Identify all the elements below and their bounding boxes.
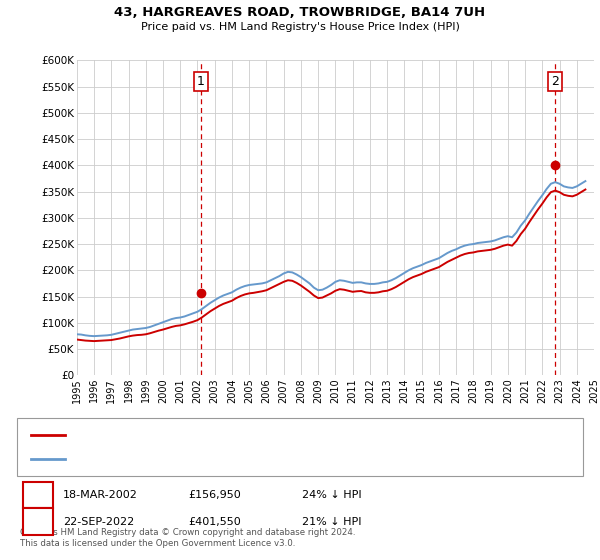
Text: 43, HARGREAVES ROAD, TROWBRIDGE, BA14 7UH: 43, HARGREAVES ROAD, TROWBRIDGE, BA14 7U… (115, 6, 485, 18)
Text: 1: 1 (34, 488, 42, 502)
Text: 18-MAR-2002: 18-MAR-2002 (63, 490, 138, 500)
Text: HPI: Average price, detached house, Wiltshire: HPI: Average price, detached house, Wilt… (71, 454, 310, 464)
Text: Price paid vs. HM Land Registry's House Price Index (HPI): Price paid vs. HM Land Registry's House … (140, 22, 460, 32)
Text: Contains HM Land Registry data © Crown copyright and database right 2024.
This d: Contains HM Land Registry data © Crown c… (20, 528, 355, 548)
Text: 43, HARGREAVES ROAD, TROWBRIDGE, BA14 7UH (detached house): 43, HARGREAVES ROAD, TROWBRIDGE, BA14 7U… (71, 430, 427, 440)
Text: 2: 2 (34, 515, 42, 529)
Text: 22-SEP-2022: 22-SEP-2022 (63, 517, 134, 527)
Text: 1: 1 (197, 74, 205, 88)
Text: £156,950: £156,950 (188, 490, 241, 500)
Text: 24% ↓ HPI: 24% ↓ HPI (302, 490, 361, 500)
Text: 21% ↓ HPI: 21% ↓ HPI (302, 517, 361, 527)
Text: 2: 2 (551, 74, 559, 88)
Text: £401,550: £401,550 (188, 517, 241, 527)
